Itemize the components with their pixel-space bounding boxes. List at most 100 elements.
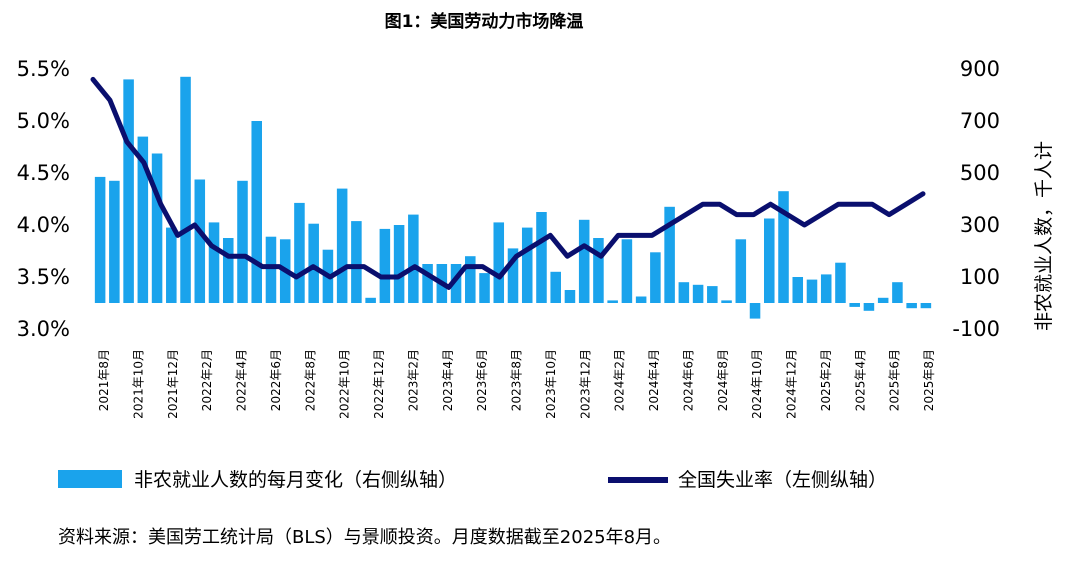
bar [422, 264, 433, 303]
chart-title: 图1：美国劳动力市场降温 [385, 11, 584, 32]
x-tick-label: 2023年6月 [475, 349, 489, 411]
bar [180, 76, 191, 303]
x-tick-label: 2023年10月 [544, 349, 558, 419]
left-tick-label: 4.0% [17, 213, 70, 237]
x-tick-label: 2025年2月 [819, 349, 833, 411]
right-axis-ticks: -100 100 300 500 700 900 [952, 57, 1000, 341]
bar [194, 179, 206, 303]
x-tick-label: 2023年12月 [578, 349, 592, 419]
x-tick-label: 2022年2月 [200, 349, 214, 411]
bar [820, 274, 832, 303]
right-tick-label: 700 [960, 109, 1000, 133]
right-axis-label: 非农就业人数，千人计 [1033, 141, 1055, 331]
legend-line-label: 全国失业率（左侧纵轴） [678, 469, 887, 491]
bar [393, 225, 405, 303]
x-tick-label: 2021年10月 [131, 349, 145, 419]
bar [550, 271, 561, 303]
right-tick-label: -100 [952, 317, 1000, 341]
bar [251, 121, 262, 303]
x-tick-label: 2024年10月 [750, 349, 764, 419]
bar [137, 136, 149, 303]
x-tick-label: 2025年6月 [888, 349, 902, 411]
right-tick-label: 300 [960, 213, 1000, 237]
bar [123, 79, 134, 304]
left-axis-ticks: 3.0% 3.5% 4.0% 4.5% 5.0% 5.5% [17, 57, 70, 341]
bar [265, 236, 277, 303]
x-tick-label: 2023年8月 [510, 349, 524, 411]
bar [721, 300, 732, 303]
bar [678, 282, 690, 303]
bar [764, 218, 775, 303]
line-series [90, 76, 926, 290]
bar [749, 303, 761, 319]
bar [151, 153, 163, 303]
bar [479, 273, 490, 303]
bar [365, 297, 376, 303]
right-tick-label: 100 [960, 265, 1000, 289]
x-axis-ticks: 2021年8月 2021年10月 2021年12月 2022年2月 2022年4月 202… [97, 349, 936, 419]
x-tick-label: 2021年8月 [97, 349, 111, 411]
bar [650, 252, 661, 303]
bar [351, 221, 362, 303]
bar [578, 219, 590, 303]
x-tick-label: 2022年10月 [338, 349, 352, 419]
bar [450, 264, 462, 303]
bar [735, 239, 747, 303]
x-tick-label: 2021年12月 [166, 349, 180, 419]
source-note: 资料来源：美国劳工统计局（BLS）与景顺投资。月度数据截至2025年8月。 [58, 527, 671, 548]
legend-bar-swatch [58, 470, 122, 488]
bar [379, 228, 391, 303]
left-tick-label: 3.5% [17, 265, 70, 289]
bar [564, 290, 576, 303]
bar [707, 286, 718, 303]
right-tick-label: 900 [960, 57, 1000, 81]
bar [892, 282, 903, 303]
bar [493, 222, 505, 303]
bar [621, 239, 633, 303]
bar [465, 256, 476, 303]
bar [166, 227, 177, 303]
bar [920, 303, 932, 309]
bar [835, 262, 846, 303]
x-tick-label: 2024年6月 [681, 349, 695, 411]
bar [109, 180, 120, 303]
x-tick-label: 2025年8月 [922, 349, 936, 411]
bar [94, 176, 106, 303]
x-tick-label: 2022年8月 [303, 349, 317, 411]
x-tick-label: 2024年8月 [716, 349, 730, 411]
bar [778, 191, 789, 303]
bar [208, 222, 220, 303]
legend: 非农就业人数的每月变化（右侧纵轴） 全国失业率（左侧纵轴） [58, 469, 887, 491]
x-tick-label: 2023年2月 [406, 349, 420, 411]
left-tick-label: 3.0% [17, 317, 70, 341]
left-tick-label: 5.5% [17, 57, 70, 81]
x-tick-label: 2022年6月 [269, 349, 283, 411]
bar [408, 214, 419, 303]
bar [692, 284, 704, 303]
x-tick-label: 2024年4月 [647, 349, 661, 411]
bar [308, 223, 319, 303]
legend-bar-label: 非农就业人数的每月变化（右侧纵轴） [134, 469, 457, 491]
bar [521, 227, 533, 303]
bar [635, 296, 647, 303]
x-tick-label: 2024年12月 [785, 349, 799, 419]
left-tick-label: 5.0% [17, 109, 70, 133]
bar [336, 188, 348, 303]
x-tick-label: 2024年2月 [613, 349, 627, 411]
bar [237, 180, 248, 303]
bar [792, 277, 804, 303]
x-tick-label: 2023年4月 [441, 349, 455, 411]
bar [507, 248, 519, 303]
bar [607, 300, 618, 303]
right-tick-label: 500 [960, 161, 1000, 185]
x-tick-label: 2022年12月 [372, 349, 386, 419]
bar [906, 303, 917, 309]
x-tick-label: 2022年4月 [235, 349, 249, 411]
bar [222, 238, 234, 303]
bar [593, 238, 604, 303]
unemployment-line [90, 76, 926, 290]
bar [294, 202, 305, 303]
bar [536, 212, 547, 303]
bar [863, 303, 875, 311]
